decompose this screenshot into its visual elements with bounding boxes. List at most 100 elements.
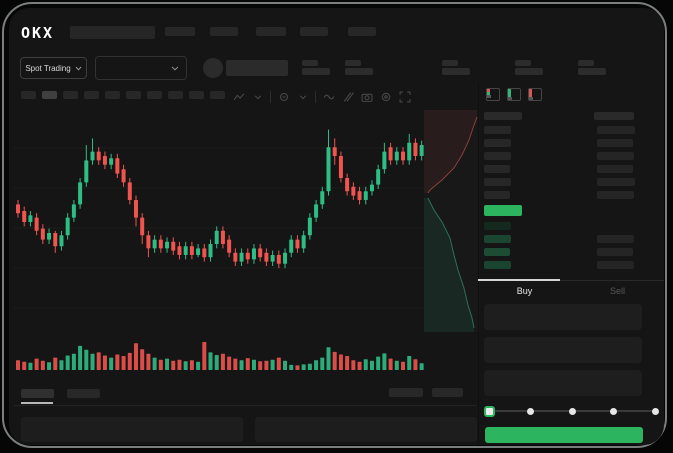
orderbook-header-price (484, 112, 522, 120)
bid-price-placeholder (484, 222, 511, 230)
slider-stop-3[interactable] (610, 407, 617, 415)
bid-amount-placeholder (597, 248, 633, 256)
chevron-down-icon[interactable] (251, 91, 264, 104)
timeframe-button-9[interactable] (210, 91, 225, 99)
bottom-action-placeholder-1[interactable] (432, 388, 463, 397)
bid-amount-placeholder (597, 235, 634, 243)
indicator-zigzag-icon[interactable] (232, 91, 245, 104)
timeframe-button-1[interactable] (42, 91, 57, 99)
chevron-down-icon[interactable] (296, 91, 309, 104)
ask-amount-placeholder (597, 178, 635, 186)
market-type-label: Spot Trading (25, 63, 71, 73)
stat-label-placeholder-2 (442, 60, 458, 66)
stat-label-placeholder-4 (578, 60, 594, 66)
timeframe-button-8[interactable] (189, 91, 204, 99)
bid-price-placeholder (484, 235, 511, 243)
bottom-tab-underline (21, 402, 53, 404)
tab-buy[interactable]: Buy (516, 286, 533, 296)
bottom-row-placeholder-1 (255, 417, 477, 442)
nav-item-placeholder-3[interactable] (300, 27, 328, 36)
stat-value-placeholder-2 (442, 68, 470, 75)
slider-stop-2[interactable] (568, 407, 576, 415)
toolbar-divider (315, 91, 316, 103)
bid-amount-placeholder (597, 261, 634, 269)
stat-label-placeholder-3 (515, 60, 531, 66)
icon-bids-bar (508, 89, 511, 97)
coin-icon (203, 58, 223, 78)
icon-bids-dot (487, 92, 490, 95)
camera-snapshot-icon[interactable] (360, 91, 373, 104)
bid-price-placeholder (484, 261, 511, 269)
stat-value-placeholder-3 (515, 68, 543, 75)
okx-logo: OKX (21, 24, 55, 42)
bid-price-placeholder (484, 248, 510, 256)
slider-stop-1[interactable] (527, 407, 534, 415)
market-type-selector[interactable]: Spot Trading (20, 57, 87, 79)
chevron-down-icon (75, 66, 82, 71)
nav-item-placeholder-2[interactable] (256, 27, 286, 36)
icon-line (529, 98, 533, 100)
nav-item-placeholder-4[interactable] (348, 27, 376, 36)
order-input-placeholder-0[interactable] (484, 304, 642, 330)
icon-line (487, 96, 491, 98)
ask-price-placeholder (484, 126, 511, 134)
chart-settings-icon[interactable] (379, 91, 392, 104)
header-search-placeholder[interactable] (70, 26, 155, 39)
pair-selector-dropdown[interactable] (95, 56, 187, 80)
stat-label-placeholder-1 (345, 60, 361, 66)
icon-asks-dot (487, 89, 490, 92)
last-price-bar (484, 205, 522, 216)
timeframe-button-7[interactable] (168, 91, 183, 99)
timeframe-button-6[interactable] (147, 91, 162, 99)
nav-item-placeholder-1[interactable] (210, 27, 238, 36)
ask-price-placeholder (484, 152, 511, 160)
timeframe-button-2[interactable] (63, 91, 78, 99)
icon-line (508, 98, 512, 100)
fullscreen-icon[interactable] (398, 91, 411, 104)
orderbook-combined-icon[interactable] (486, 88, 500, 101)
orderbook-bids-icon[interactable] (507, 88, 521, 101)
icon-line (508, 96, 512, 98)
draw-tool-icon[interactable] (341, 91, 354, 104)
panel-divider (478, 82, 479, 445)
bottom-divider (14, 405, 477, 406)
timeframe-button-4[interactable] (105, 91, 120, 99)
indicator-circle-icon[interactable] (277, 91, 290, 104)
tab-sell[interactable]: Sell (609, 286, 625, 296)
trendline-tool-icon[interactable] (322, 91, 335, 104)
stat-value-placeholder-0 (302, 68, 330, 75)
stat-value-placeholder-1 (345, 68, 373, 75)
ask-amount-placeholder (597, 191, 634, 199)
active-tab-indicator (478, 279, 560, 281)
timeframe-button-3[interactable] (84, 91, 99, 99)
ask-price-placeholder (484, 165, 510, 173)
nav-item-placeholder-0[interactable] (165, 27, 195, 36)
device-frame (2, 2, 667, 448)
icon-line (487, 95, 491, 97)
timeframe-button-0[interactable] (21, 91, 36, 99)
submit-buy-button[interactable] (485, 427, 643, 443)
bottom-action-placeholder-0[interactable] (389, 388, 423, 397)
chevron-down-icon (171, 66, 179, 71)
app-window: OKX Spot Trading Buy Sell (9, 8, 664, 445)
orderbook-asks-icon[interactable] (528, 88, 542, 101)
order-input-placeholder-1[interactable] (484, 337, 642, 363)
tab-divider (560, 280, 664, 281)
slider-handle[interactable] (483, 405, 495, 417)
order-input-placeholder-2[interactable] (484, 370, 642, 396)
bottom-tab-placeholder-1[interactable] (67, 389, 100, 398)
ask-amount-placeholder (597, 165, 633, 173)
bottom-tab-placeholder-0[interactable] (21, 389, 54, 398)
stat-value-placeholder-4 (578, 68, 606, 75)
ask-amount-placeholder (597, 126, 635, 134)
timeframe-button-5[interactable] (126, 91, 141, 99)
slider-stop-4[interactable] (651, 407, 659, 415)
candlestick-chart (14, 110, 424, 332)
chart-tool-icons (232, 90, 411, 104)
ask-price-placeholder (484, 178, 511, 186)
icon-line (529, 96, 533, 98)
stat-label-placeholder-0 (302, 60, 318, 66)
ask-amount-placeholder (597, 139, 633, 147)
orderbook-header-amount (594, 112, 634, 120)
ask-price-placeholder (484, 139, 511, 147)
